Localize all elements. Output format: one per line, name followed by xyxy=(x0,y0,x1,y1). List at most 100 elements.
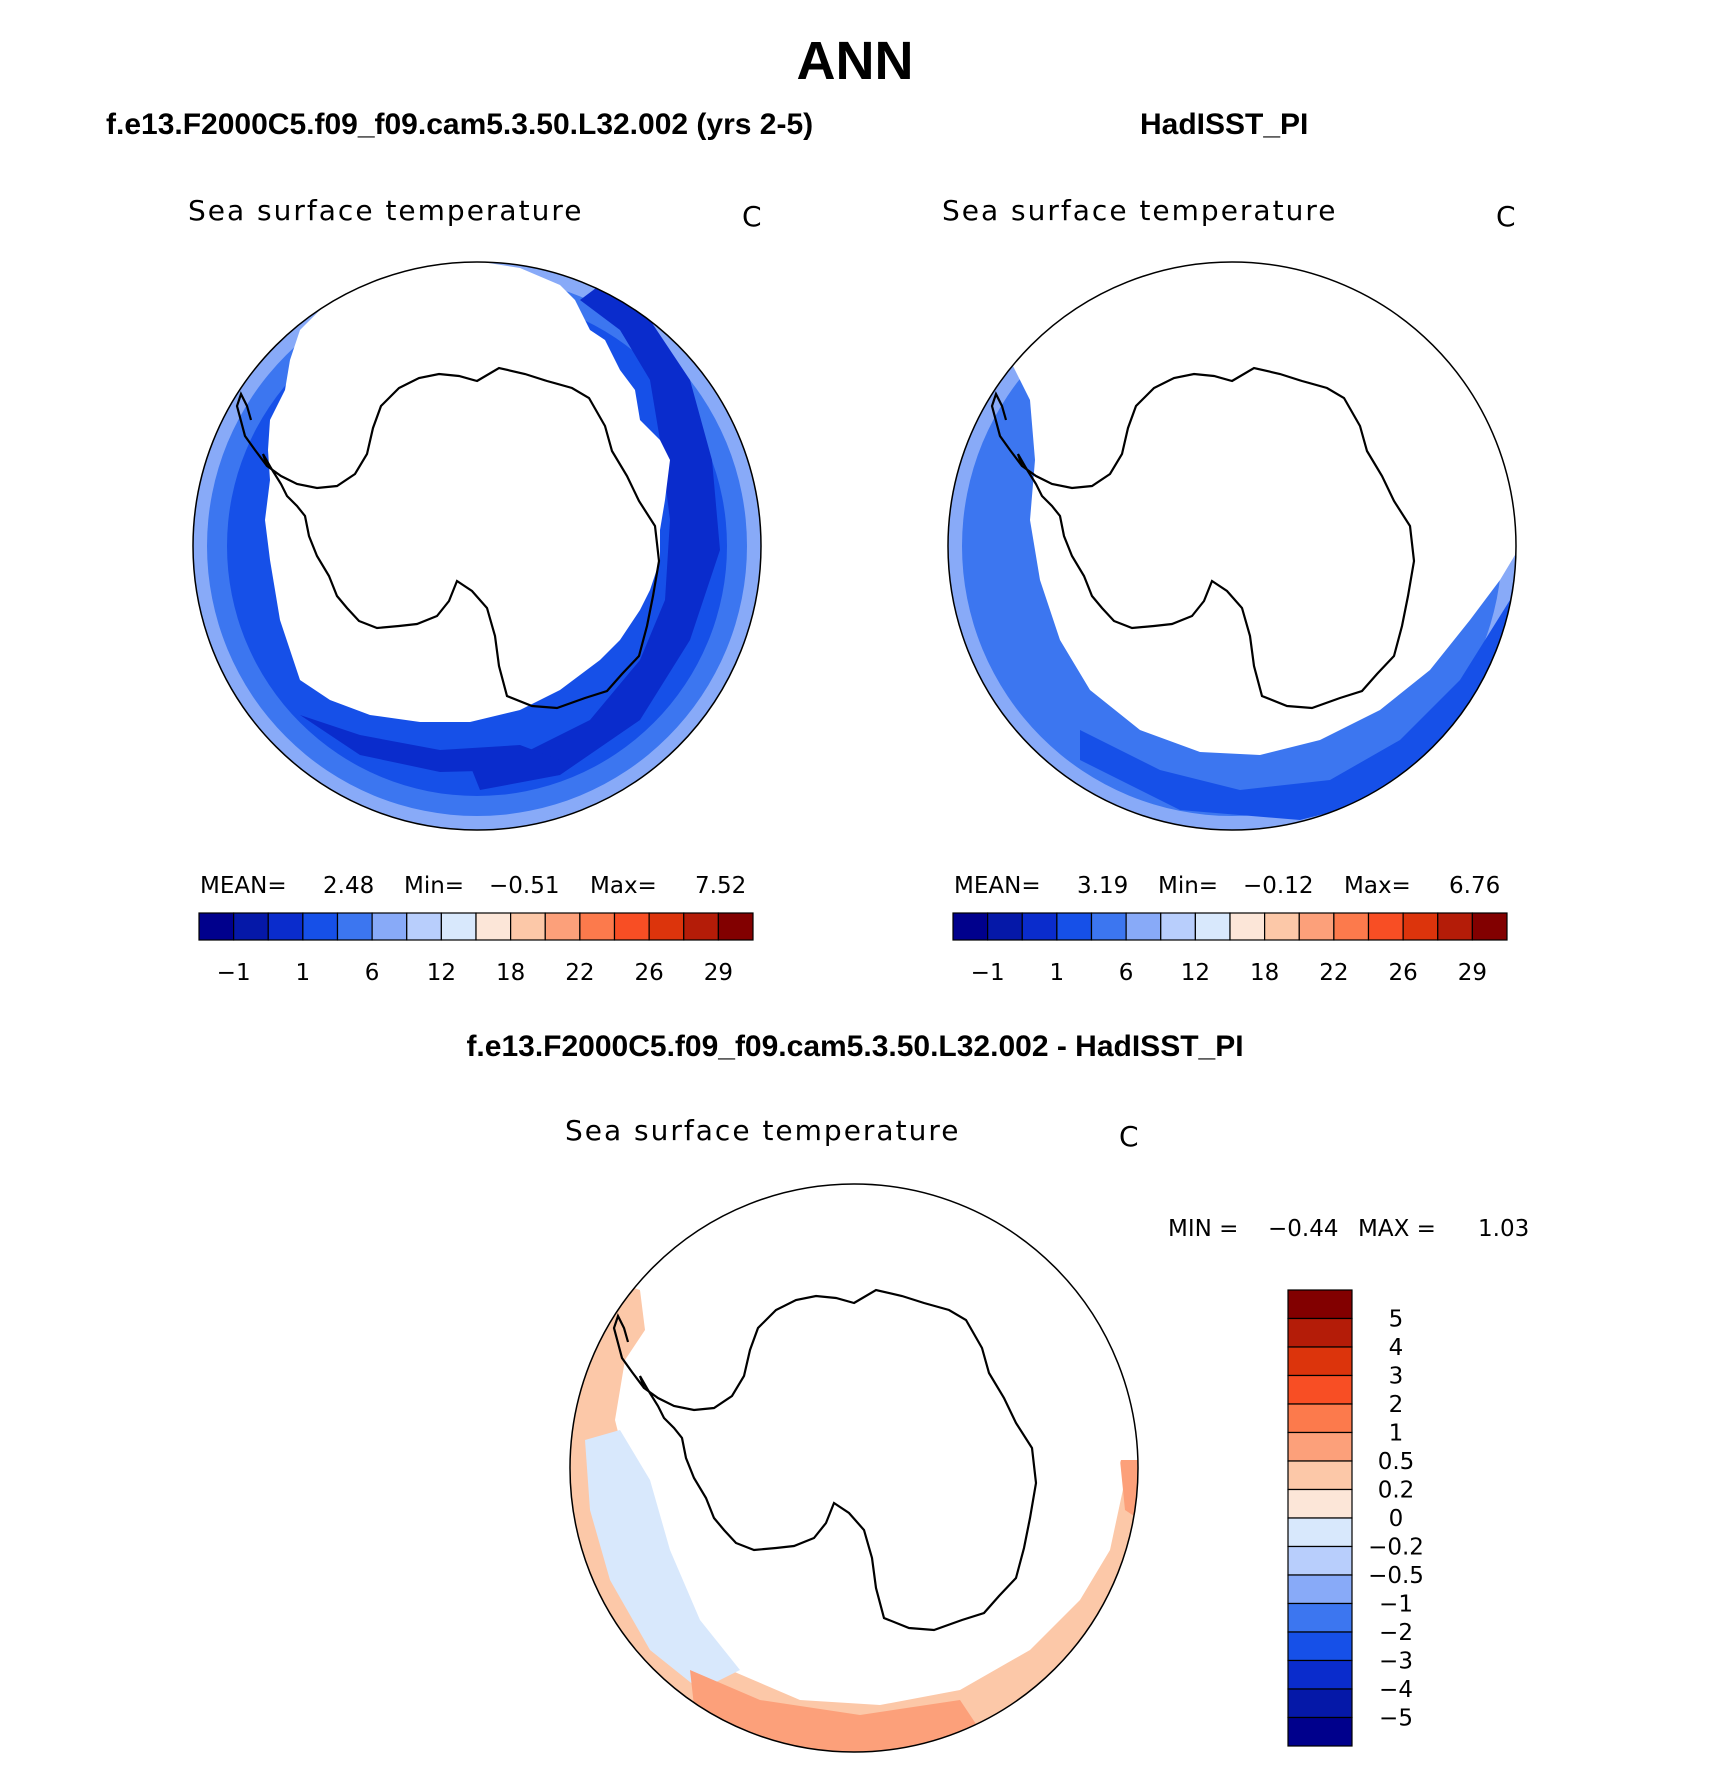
colorbar-2-segment-3 xyxy=(1056,912,1093,941)
colorbar-1-segment-10 xyxy=(544,912,581,941)
panel-1-min-label: Min= xyxy=(404,873,465,899)
colorbar-3-tick-label: −0.5 xyxy=(1368,1563,1424,1589)
colorbar-3-tick-label: −1 xyxy=(1379,1592,1413,1618)
colorbar-2-segment-0 xyxy=(952,912,989,941)
colorbar-1-segment-13 xyxy=(648,912,685,941)
figure-title: ANN xyxy=(796,31,914,91)
colorbar-3-segment-2 xyxy=(1287,1346,1353,1377)
colorbar-3-segment-8 xyxy=(1287,1517,1353,1548)
colorbar-3-segment-5 xyxy=(1287,1431,1353,1462)
colorbar-1-segment-1 xyxy=(233,912,269,941)
difference-map xyxy=(569,1183,1139,1753)
panel-1-max-label: Max= xyxy=(590,873,657,899)
colorbar-1-segment-0 xyxy=(198,912,235,941)
colorbar-2-segment-7 xyxy=(1194,912,1231,941)
colorbar-1-segment-14 xyxy=(683,912,719,941)
colorbar-1-segment-12 xyxy=(613,912,650,941)
panel-1-map xyxy=(192,261,762,831)
colorbar-2-segment-2 xyxy=(1021,912,1058,941)
colorbar-1-tick-label: 29 xyxy=(704,960,733,986)
colorbar-3-segment-3 xyxy=(1287,1374,1353,1405)
colorbar-1-segment-2 xyxy=(267,912,304,941)
colorbar-1-tick-label: 12 xyxy=(427,960,456,986)
colorbar-2-segment-4 xyxy=(1090,912,1127,941)
panel-1-header: f.e13.F2000C5.f09_f09.cam5.3.50.L32.002 … xyxy=(106,108,814,141)
panel-2-units-label: C xyxy=(1496,200,1518,233)
colorbar-2-tick-label: 18 xyxy=(1250,960,1279,986)
colorbar-3-tick-label: −4 xyxy=(1379,1677,1413,1703)
colorbar-3-tick-label: 1 xyxy=(1389,1421,1404,1447)
difference-max-value: 1.03 xyxy=(1478,1216,1530,1242)
colorbar-3-tick-label: 3 xyxy=(1389,1364,1404,1390)
colorbar-2-segment-10 xyxy=(1298,912,1335,941)
colorbar-2-tick-label: 1 xyxy=(1050,960,1065,986)
colorbar-2-segment-12 xyxy=(1367,912,1404,941)
colorbar-2-tick-label: 22 xyxy=(1319,960,1348,986)
difference-colorbar: 54 32 10.5 0.20 −0.2−0.5 −1−2 −3−4 −5 xyxy=(1287,1289,1424,1747)
colorbar-3-tick-label: −5 xyxy=(1379,1706,1413,1732)
colorbar-3-tick-label: −2 xyxy=(1379,1620,1413,1646)
colorbar-2-segment-5 xyxy=(1125,912,1162,941)
difference-variable-label: Sea surface temperature xyxy=(565,1114,961,1147)
colorbar-2-tick-label: 29 xyxy=(1458,960,1487,986)
panel-2-min-label: Min= xyxy=(1158,873,1219,899)
colorbar-2-tick-label: 6 xyxy=(1119,960,1134,986)
colorbar-3-tick-label: 5 xyxy=(1389,1307,1404,1333)
colorbar-3-segment-4 xyxy=(1287,1403,1353,1434)
panel-2-mean-value: 3.19 xyxy=(1077,873,1129,899)
panel-2-mean-label: MEAN= xyxy=(954,873,1041,899)
colorbar-1-segment-5 xyxy=(371,912,408,941)
panel-2-variable-label: Sea surface temperature xyxy=(942,194,1338,227)
colorbar-3-segment-11 xyxy=(1287,1602,1353,1633)
difference-min-label: MIN = xyxy=(1168,1216,1239,1242)
colorbar-3-segment-12 xyxy=(1287,1631,1353,1662)
colorbar-1-tick-label: 26 xyxy=(634,960,663,986)
colorbar-1-segment-8 xyxy=(475,912,512,941)
colorbar-3-segment-7 xyxy=(1287,1488,1353,1519)
colorbar-2-tick-label: 26 xyxy=(1388,960,1417,986)
colorbar-2-segment-1 xyxy=(987,912,1023,941)
panel-1-colorbar: −1 1 6 12 18 22 26 29 xyxy=(198,912,754,986)
colorbar-1-tick-label: 18 xyxy=(496,960,525,986)
colorbar-3-segment-0 xyxy=(1287,1289,1353,1320)
colorbar-1-segment-4 xyxy=(336,912,373,941)
colorbar-3-segment-6 xyxy=(1287,1460,1353,1491)
colorbar-2-tick-label: −1 xyxy=(971,960,1005,986)
colorbar-3-tick-label: −3 xyxy=(1379,1649,1413,1675)
colorbar-1-segment-6 xyxy=(406,912,442,941)
colorbar-2-tick-label: 12 xyxy=(1181,960,1210,986)
colorbar-3-tick-label: −0.2 xyxy=(1368,1535,1424,1561)
colorbar-3-segment-13 xyxy=(1287,1659,1353,1690)
colorbar-1-tick-label: 22 xyxy=(565,960,594,986)
colorbar-2-segment-9 xyxy=(1264,912,1300,941)
colorbar-1-segment-9 xyxy=(510,912,546,941)
colorbar-1-segment-3 xyxy=(302,912,339,941)
panel-2-map xyxy=(947,261,1517,831)
colorbar-3-tick-label: 0.2 xyxy=(1378,1478,1415,1504)
panel-1-min-value: −0.51 xyxy=(489,873,560,899)
colorbar-2-segment-8 xyxy=(1229,912,1266,941)
colorbar-1-segment-7 xyxy=(440,912,477,941)
colorbar-3-segment-10 xyxy=(1287,1574,1353,1605)
panel-2-header: HadISST_PI xyxy=(1140,108,1309,141)
colorbar-1-segment-11 xyxy=(579,912,616,941)
colorbar-3-segment-9 xyxy=(1287,1545,1353,1576)
colorbar-3-tick-label: 0 xyxy=(1389,1506,1404,1532)
panel-2-max-label: Max= xyxy=(1344,873,1411,899)
colorbar-3-tick-label: 0.5 xyxy=(1378,1449,1415,1475)
colorbar-3-tick-label: 2 xyxy=(1389,1392,1404,1418)
colorbar-2-segment-11 xyxy=(1333,912,1370,941)
panel-2-max-value: 6.76 xyxy=(1449,873,1501,899)
panel-2-colorbar: −1 1 6 12 18 22 26 29 xyxy=(952,912,1508,986)
panel-1-units-label: C xyxy=(742,200,764,233)
panel-2-min-value: −0.12 xyxy=(1243,873,1314,899)
panel-1-mean-label: MEAN= xyxy=(200,873,287,899)
colorbar-3-segment-15 xyxy=(1287,1716,1353,1747)
difference-min-value: −0.44 xyxy=(1268,1216,1339,1242)
panel-1-mean-value: 2.48 xyxy=(323,873,375,899)
difference-max-label: MAX = xyxy=(1358,1216,1436,1242)
difference-header: f.e13.F2000C5.f09_f09.cam5.3.50.L32.002 … xyxy=(466,1030,1244,1063)
panel-1-variable-label: Sea surface temperature xyxy=(188,194,584,227)
colorbar-2-segment-13 xyxy=(1402,912,1439,941)
